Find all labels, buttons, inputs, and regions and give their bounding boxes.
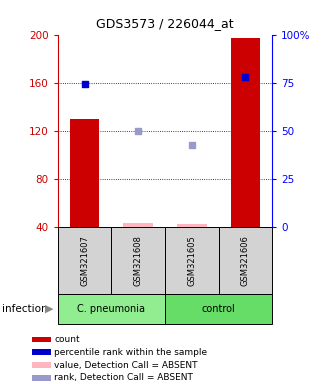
- Bar: [165, 294, 272, 324]
- Text: GSM321605: GSM321605: [187, 235, 196, 286]
- Bar: [218, 227, 272, 294]
- Bar: [165, 227, 218, 294]
- Text: ▶: ▶: [45, 304, 53, 314]
- Text: control: control: [202, 304, 236, 314]
- Bar: [58, 294, 165, 324]
- Point: [82, 81, 87, 87]
- Text: GDS3573 / 226044_at: GDS3573 / 226044_at: [96, 17, 234, 30]
- Bar: [112, 227, 165, 294]
- Text: infection: infection: [2, 304, 47, 314]
- Bar: [70, 119, 99, 227]
- Bar: [231, 38, 260, 227]
- Text: value, Detection Call = ABSENT: value, Detection Call = ABSENT: [54, 361, 198, 369]
- Bar: [32, 375, 51, 381]
- Bar: [58, 227, 112, 294]
- Bar: [123, 223, 153, 227]
- Bar: [32, 362, 51, 368]
- Text: GSM321606: GSM321606: [241, 235, 250, 286]
- Text: percentile rank within the sample: percentile rank within the sample: [54, 348, 207, 357]
- Point: [189, 142, 194, 148]
- Text: rank, Detection Call = ABSENT: rank, Detection Call = ABSENT: [54, 373, 193, 382]
- Point: [136, 127, 141, 134]
- Point: [243, 73, 248, 79]
- Text: count: count: [54, 335, 80, 344]
- Bar: [32, 349, 51, 355]
- Bar: [32, 337, 51, 342]
- Text: GSM321607: GSM321607: [80, 235, 89, 286]
- Text: C. pneumonia: C. pneumonia: [77, 304, 146, 314]
- Bar: [177, 224, 207, 227]
- Text: GSM321608: GSM321608: [134, 235, 143, 286]
